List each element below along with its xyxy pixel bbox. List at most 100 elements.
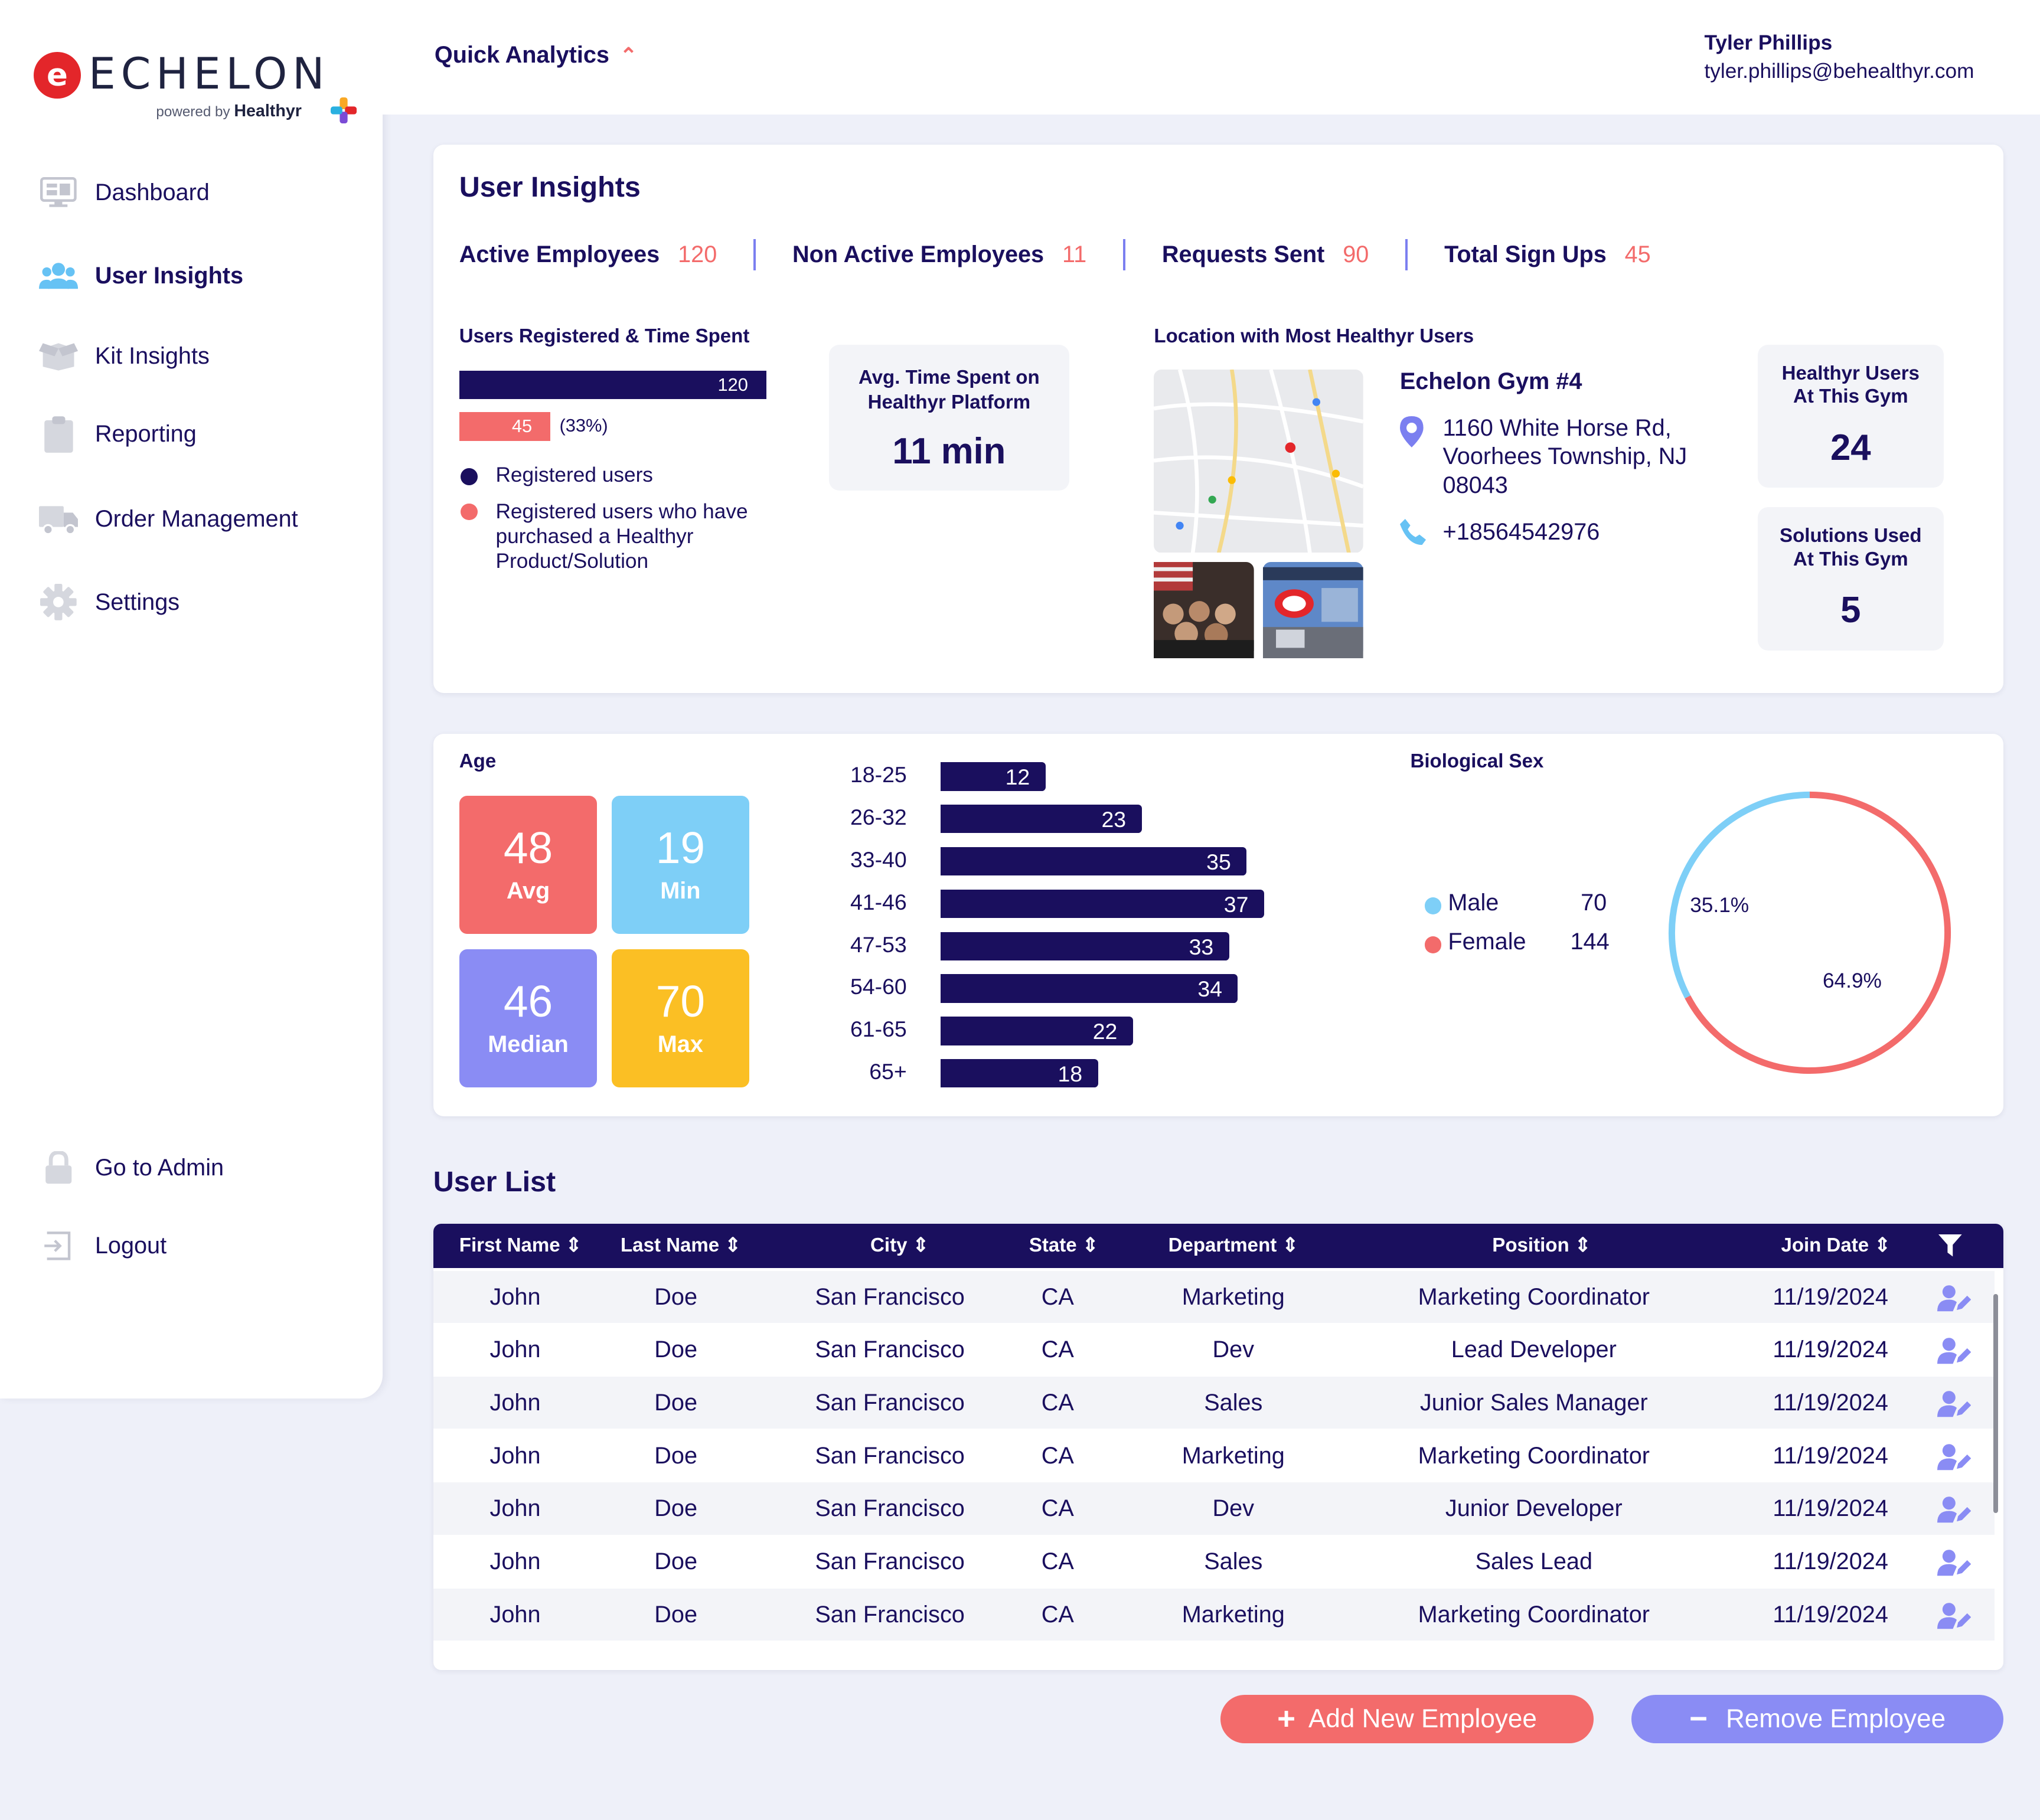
table-cell: CA [1041, 1548, 1074, 1575]
table-cell: Doe [654, 1337, 698, 1363]
sidebar-item-reporting[interactable]: Reporting [39, 414, 197, 456]
table-scrollbar[interactable] [1993, 1294, 1999, 1513]
legend-female-count: 144 [1570, 929, 1610, 955]
table-cell: 11/19/2024 [1773, 1442, 1888, 1469]
sidebar-item-logout[interactable]: Logout [39, 1226, 167, 1267]
sidebar-item-order-management[interactable]: Order Management [39, 498, 298, 540]
gym-users-tile: Healthyr Users At This Gym 24 [1757, 344, 1944, 488]
sort-icon: ⇕ [1574, 1234, 1591, 1257]
col-department[interactable]: Department ⇕ [1168, 1224, 1299, 1268]
edit-user-icon[interactable] [1937, 1495, 1972, 1524]
edit-user-icon[interactable] [1937, 1602, 1972, 1630]
table-cell: Doe [654, 1283, 698, 1310]
table-header: First Name ⇕ Last Name ⇕ City ⇕ State ⇕ … [433, 1224, 2004, 1269]
table-row[interactable]: John Doe San Francisco CA Dev Lead Developer 1… [433, 1324, 1995, 1376]
age-bar: 33 [941, 932, 1229, 960]
table-row[interactable]: John Doe San Francisco CA Marketing Marketing… [433, 1270, 1995, 1323]
age-bar: 22 [941, 1017, 1133, 1045]
sidebar-item-label: Settings [94, 589, 180, 615]
user-name: Tyler Phillips [1704, 31, 1833, 54]
sidebar-item-dashboard[interactable]: Dashboard [39, 172, 210, 214]
legend-male-count: 70 [1581, 890, 1607, 916]
table-cell: San Francisco [815, 1442, 965, 1469]
col-label: Department [1168, 1234, 1277, 1257]
add-employee-button[interactable]: + Add New Employee [1220, 1695, 1594, 1743]
filter-icon[interactable] [1938, 1234, 1962, 1258]
table-cell: CA [1041, 1442, 1074, 1469]
table-row[interactable]: John Doe San Francisco CA Sales Junior Sales … [433, 1377, 1995, 1429]
table-row[interactable]: John Doe San Francisco CA Marketing Marketing… [433, 1429, 1995, 1482]
quick-analytics-label: Quick Analytics [434, 41, 609, 68]
col-join-date[interactable]: Join Date ⇕ [1781, 1224, 1891, 1268]
edit-user-icon[interactable] [1937, 1337, 1972, 1365]
echelon-logo[interactable]: e ECHELON powered by Healthyr [34, 50, 359, 128]
stat-signups-value: 45 [1624, 241, 1651, 268]
donut-percent-label: 35.1% [1690, 893, 1749, 917]
table-cell: John [489, 1601, 541, 1628]
table-row[interactable]: John Doe San Francisco CA Sales Sales Lead 11/… [433, 1535, 1995, 1588]
col-city[interactable]: City ⇕ [870, 1224, 929, 1268]
user-insights-card: User Insights Active Employees 120 Non Ac… [433, 144, 2004, 694]
table-cell: Doe [654, 1442, 698, 1469]
col-label: Position [1492, 1234, 1569, 1257]
divider [753, 239, 756, 271]
table-cell: Marketing [1181, 1442, 1285, 1469]
table-cell: Sales [1204, 1390, 1263, 1416]
location-title: Location with Most Healthyr Users [1154, 325, 1474, 347]
table-cell: Doe [654, 1390, 698, 1416]
table-cell: Sales Lead [1475, 1548, 1592, 1575]
box-icon [39, 339, 79, 373]
table-cell: CA [1041, 1390, 1074, 1416]
edit-user-icon[interactable] [1937, 1443, 1972, 1471]
edit-user-icon[interactable] [1937, 1548, 1972, 1577]
age-tick-label: 47-53 [850, 932, 907, 957]
age-min-value: 19 [655, 822, 706, 873]
col-last-name[interactable]: Last Name ⇕ [621, 1224, 741, 1268]
remove-employee-button[interactable]: − Remove Employee [1631, 1695, 2004, 1743]
clipboard-icon [39, 416, 78, 453]
sort-icon: ⇕ [1282, 1234, 1299, 1257]
truck-icon [39, 502, 79, 536]
gym-solutions-value: 5 [1840, 590, 1861, 631]
sidebar-item-go-to-admin[interactable]: Go to Admin [39, 1147, 224, 1189]
sort-icon: ⇕ [1082, 1234, 1099, 1257]
table-cell: Sales [1204, 1548, 1263, 1575]
table-cell: CA [1041, 1283, 1074, 1310]
biological-sex-donut [1668, 791, 1951, 1074]
table-cell: San Francisco [815, 1495, 965, 1522]
location-map[interactable] [1154, 369, 1364, 553]
table-cell: Junior Developer [1445, 1495, 1623, 1522]
gym-solutions-tile: Solutions Used At This Gym 5 [1757, 507, 1944, 651]
healthyr-plus-icon [330, 97, 357, 124]
legend-dot-registered [460, 468, 478, 485]
sort-icon: ⇕ [724, 1234, 742, 1257]
age-median-value: 46 [503, 976, 553, 1026]
col-label: First Name [459, 1234, 560, 1257]
table-row[interactable]: John Doe San Francisco CA Marketing Marketing… [433, 1588, 1995, 1641]
gym-group-photo[interactable] [1154, 561, 1255, 658]
edit-user-icon[interactable] [1937, 1390, 1972, 1418]
gym-storefront-photo[interactable] [1263, 561, 1364, 658]
table-cell: John [489, 1495, 541, 1522]
sidebar-item-label: Reporting [94, 421, 197, 447]
table-cell: San Francisco [815, 1548, 965, 1575]
sidebar-item-settings[interactable]: Settings [39, 581, 179, 623]
gym-phone[interactable]: +18564542976 [1442, 519, 1600, 545]
table-cell: Dev [1212, 1337, 1255, 1363]
age-min-label: Min [660, 878, 701, 904]
registered-bar: 120 [459, 370, 766, 400]
table-cell: San Francisco [815, 1390, 965, 1416]
quick-analytics-toggle[interactable]: Quick Analytics ⌃ [435, 42, 637, 68]
col-state[interactable]: State ⇕ [1029, 1224, 1099, 1268]
col-position[interactable]: Position ⇕ [1492, 1224, 1591, 1268]
lock-icon [39, 1151, 78, 1185]
sidebar-item-user-insights[interactable]: User Insights [39, 255, 243, 297]
age-max-label: Max [657, 1031, 703, 1058]
sidebar-item-kit-insights[interactable]: Kit Insights [39, 335, 210, 377]
table-row[interactable]: John Doe San Francisco CA Dev Junior Develope… [433, 1482, 1995, 1535]
table-cell: 11/19/2024 [1773, 1548, 1888, 1575]
age-tick-label: 41-46 [850, 889, 907, 914]
col-first-name[interactable]: First Name ⇕ [459, 1224, 582, 1268]
edit-user-icon[interactable] [1937, 1284, 1972, 1312]
age-tick-label: 26-32 [850, 805, 907, 829]
